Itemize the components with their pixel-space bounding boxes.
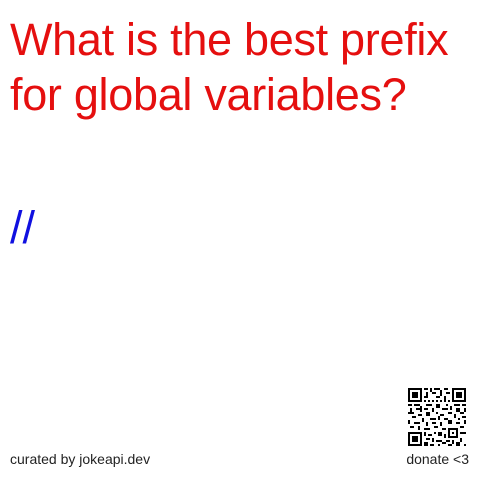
qr-code-icon[interactable] [408,388,466,446]
qr-code-graphic [408,388,466,446]
joke-question: What is the best prefix for global varia… [10,14,449,120]
joke-answer: // [10,202,36,253]
donate-link[interactable]: donate <3 [406,451,469,467]
credit-link[interactable]: curated by jokeapi.dev [10,451,151,467]
